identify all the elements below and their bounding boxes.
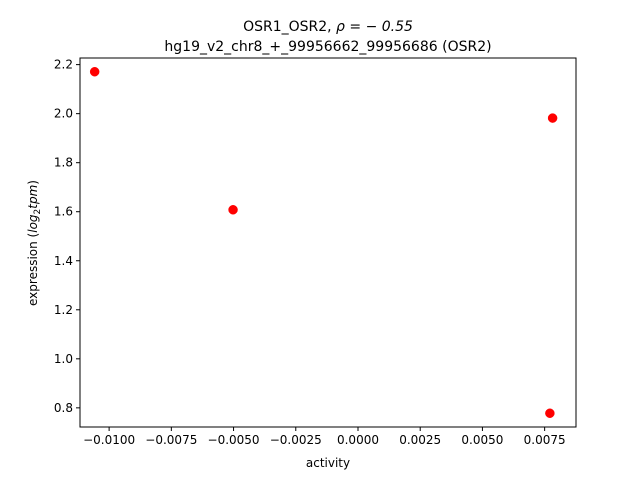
y-tick-label-1: 0.8 [54, 401, 73, 415]
chart-title-prefix: OSR1_OSR2, [243, 19, 336, 35]
x-tick-label-4: −0.0025 [270, 433, 322, 447]
plot-area: −0.0100 −0.0075 −0.0050 −0.0025 0.0000 0.0025… [54, 57, 577, 447]
y-tick-label-2: 1.0 [54, 352, 73, 366]
y-axis-label: expression (log2tpm) [26, 180, 43, 306]
data-point-2 [228, 205, 238, 215]
y-tick-label-6: 1.8 [54, 156, 73, 170]
data-point-1 [89, 66, 100, 77]
x-tick-label-5: 0.0000 [337, 433, 379, 447]
y-axis-label-sub: 2 [33, 209, 43, 215]
y-axis-label-prefix: expression ( [26, 233, 40, 306]
chart-title-line1: OSR1_OSR2, ρ = − 0.55 [243, 19, 413, 35]
y-tick-label-5: 1.6 [54, 205, 73, 219]
y-axis-label-tpm: tpm [26, 185, 40, 209]
x-tick-label-1: −0.0100 [83, 433, 135, 447]
axes-frame [79, 57, 577, 428]
chart-title-rho: ρ = − 0.55 [336, 19, 413, 35]
y-tick-label-3: 1.2 [54, 303, 73, 317]
data-point-3 [547, 113, 558, 123]
x-tick-label-2: −0.0075 [145, 433, 197, 447]
x-tick-label-7: 0.0050 [461, 433, 503, 447]
x-tick-label-6: 0.0025 [399, 433, 441, 447]
chart-title-line2: hg19_v2_chr8_+_99956662_99956686 (OSR2) [164, 39, 491, 55]
y-tick-label-7: 2.0 [54, 107, 73, 121]
y-axis-label-log: log [26, 214, 40, 233]
y-tick-label-8: 2.2 [54, 58, 73, 72]
y-tick-label-4: 1.4 [54, 254, 73, 268]
x-axis-label: activity [306, 456, 350, 470]
y-axis-label-suffix: ) [26, 180, 40, 185]
x-tick-label-8: 0.0075 [524, 433, 566, 447]
x-tick-label-3: −0.0050 [208, 433, 260, 447]
data-point-4 [545, 408, 555, 418]
